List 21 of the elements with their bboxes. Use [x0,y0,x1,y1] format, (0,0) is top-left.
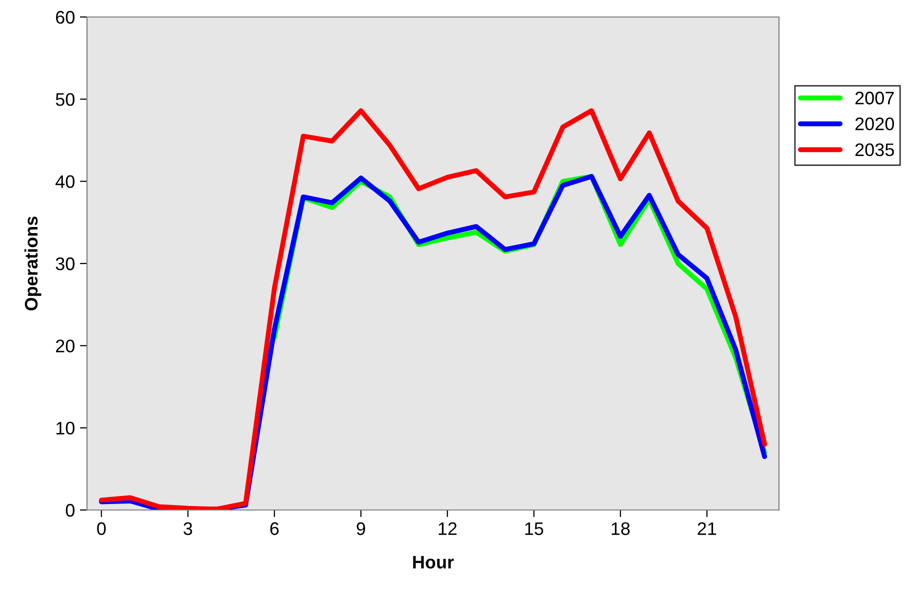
x-tick-label: 12 [438,522,457,535]
y-tick-label: 40 [56,175,74,188]
y-tick-label: 60 [56,10,74,24]
x-tick-label: 15 [525,522,544,536]
x-axis-title: Hour [413,556,454,569]
x-tick-label: 3 [184,522,192,536]
legend-label: 2007 [855,92,894,104]
x-tick-label: 21 [698,522,716,535]
y-tick-label: 50 [56,93,74,106]
x-tick-label: 18 [612,522,630,536]
y-axis-title: Operations [24,216,42,310]
x-tick-label: 6 [270,522,279,536]
y-tick-label: 10 [56,422,74,435]
y-tick-label: 30 [56,257,74,270]
line-series [98,108,768,510]
x-tick-label: 0 [97,522,106,536]
y-tick-label: 0 [66,504,74,517]
x-tick-label: 9 [356,522,366,536]
legend-label: 2020 [855,118,894,130]
legend-label: 2035 [855,143,894,156]
y-tick-label: 20 [56,340,74,352]
